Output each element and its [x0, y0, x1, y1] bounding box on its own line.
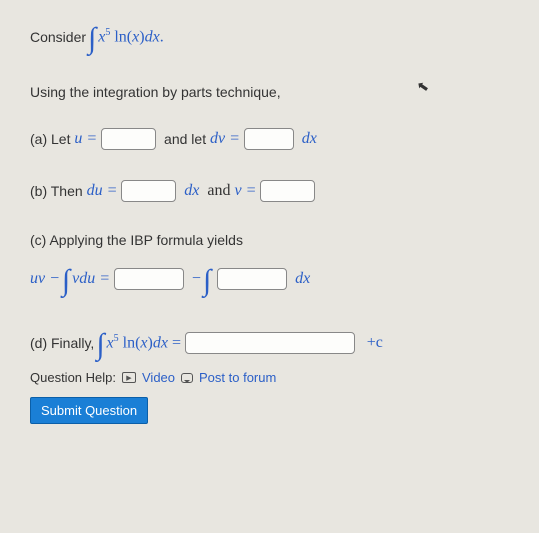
forum-link[interactable]: Post to forum — [199, 370, 276, 385]
plus-c: +c — [367, 334, 383, 352]
integral-expression: x5 ln(x)dx. — [98, 27, 163, 46]
submit-button[interactable]: Submit Question — [30, 397, 148, 424]
help-label: Question Help: — [30, 370, 116, 385]
consider-label: Consider — [30, 29, 86, 45]
input-integrand[interactable] — [217, 268, 287, 290]
c-integral-2: ∫ — [203, 264, 211, 298]
prompt-text: Using the integration by parts technique… — [30, 84, 509, 100]
part-c-label: (c) Applying the IBP formula yields — [30, 232, 509, 248]
d-integral: ∫ — [96, 328, 104, 362]
help-row: Question Help: ▶ Video Post to forum — [30, 370, 509, 385]
and-let: and let — [164, 131, 206, 147]
part-b-label: (b) Then — [30, 183, 83, 199]
input-v[interactable] — [260, 180, 315, 202]
c-minus: − — [192, 270, 201, 288]
part-b: (b) Then du = dx and v = — [30, 180, 509, 202]
chat-icon — [181, 373, 193, 383]
integral-sign: ∫ — [88, 22, 96, 56]
u-equals: u = — [74, 130, 97, 148]
video-icon: ▶ — [122, 372, 136, 383]
c-integral-1: ∫ — [62, 264, 70, 298]
part-d-label: (d) Finally, — [30, 335, 94, 351]
input-dv[interactable] — [244, 128, 294, 150]
d-expression: x5 ln(x)dx = — [107, 333, 181, 352]
dv-equals: dv = — [210, 130, 240, 148]
b-dx-and: dx and — [184, 182, 234, 200]
uv-minus: uv − — [30, 270, 60, 288]
input-du[interactable] — [121, 180, 176, 202]
question-container: Consider ∫ x5 ln(x)dx. Using the integra… — [0, 0, 539, 444]
input-u[interactable] — [101, 128, 156, 150]
du-equals: du = — [87, 182, 118, 200]
part-a-label: (a) Let — [30, 131, 70, 147]
video-link[interactable]: Video — [142, 370, 175, 385]
v-equals: v = — [234, 182, 256, 200]
part-d: (d) Finally, ∫ x5 ln(x)dx = +c — [30, 326, 509, 360]
c-dx: dx — [295, 270, 310, 288]
input-final[interactable] — [185, 332, 355, 354]
a-dx: dx — [302, 130, 317, 148]
part-a: (a) Let u = and let dv = dx — [30, 128, 509, 150]
mouse-cursor-icon: ⬉ — [416, 77, 431, 96]
consider-row: Consider ∫ x5 ln(x)dx. — [30, 20, 509, 54]
vdu-eq: vdu = — [72, 270, 110, 288]
input-uv[interactable] — [114, 268, 184, 290]
part-c: (c) Applying the IBP formula yields uv −… — [30, 232, 509, 296]
